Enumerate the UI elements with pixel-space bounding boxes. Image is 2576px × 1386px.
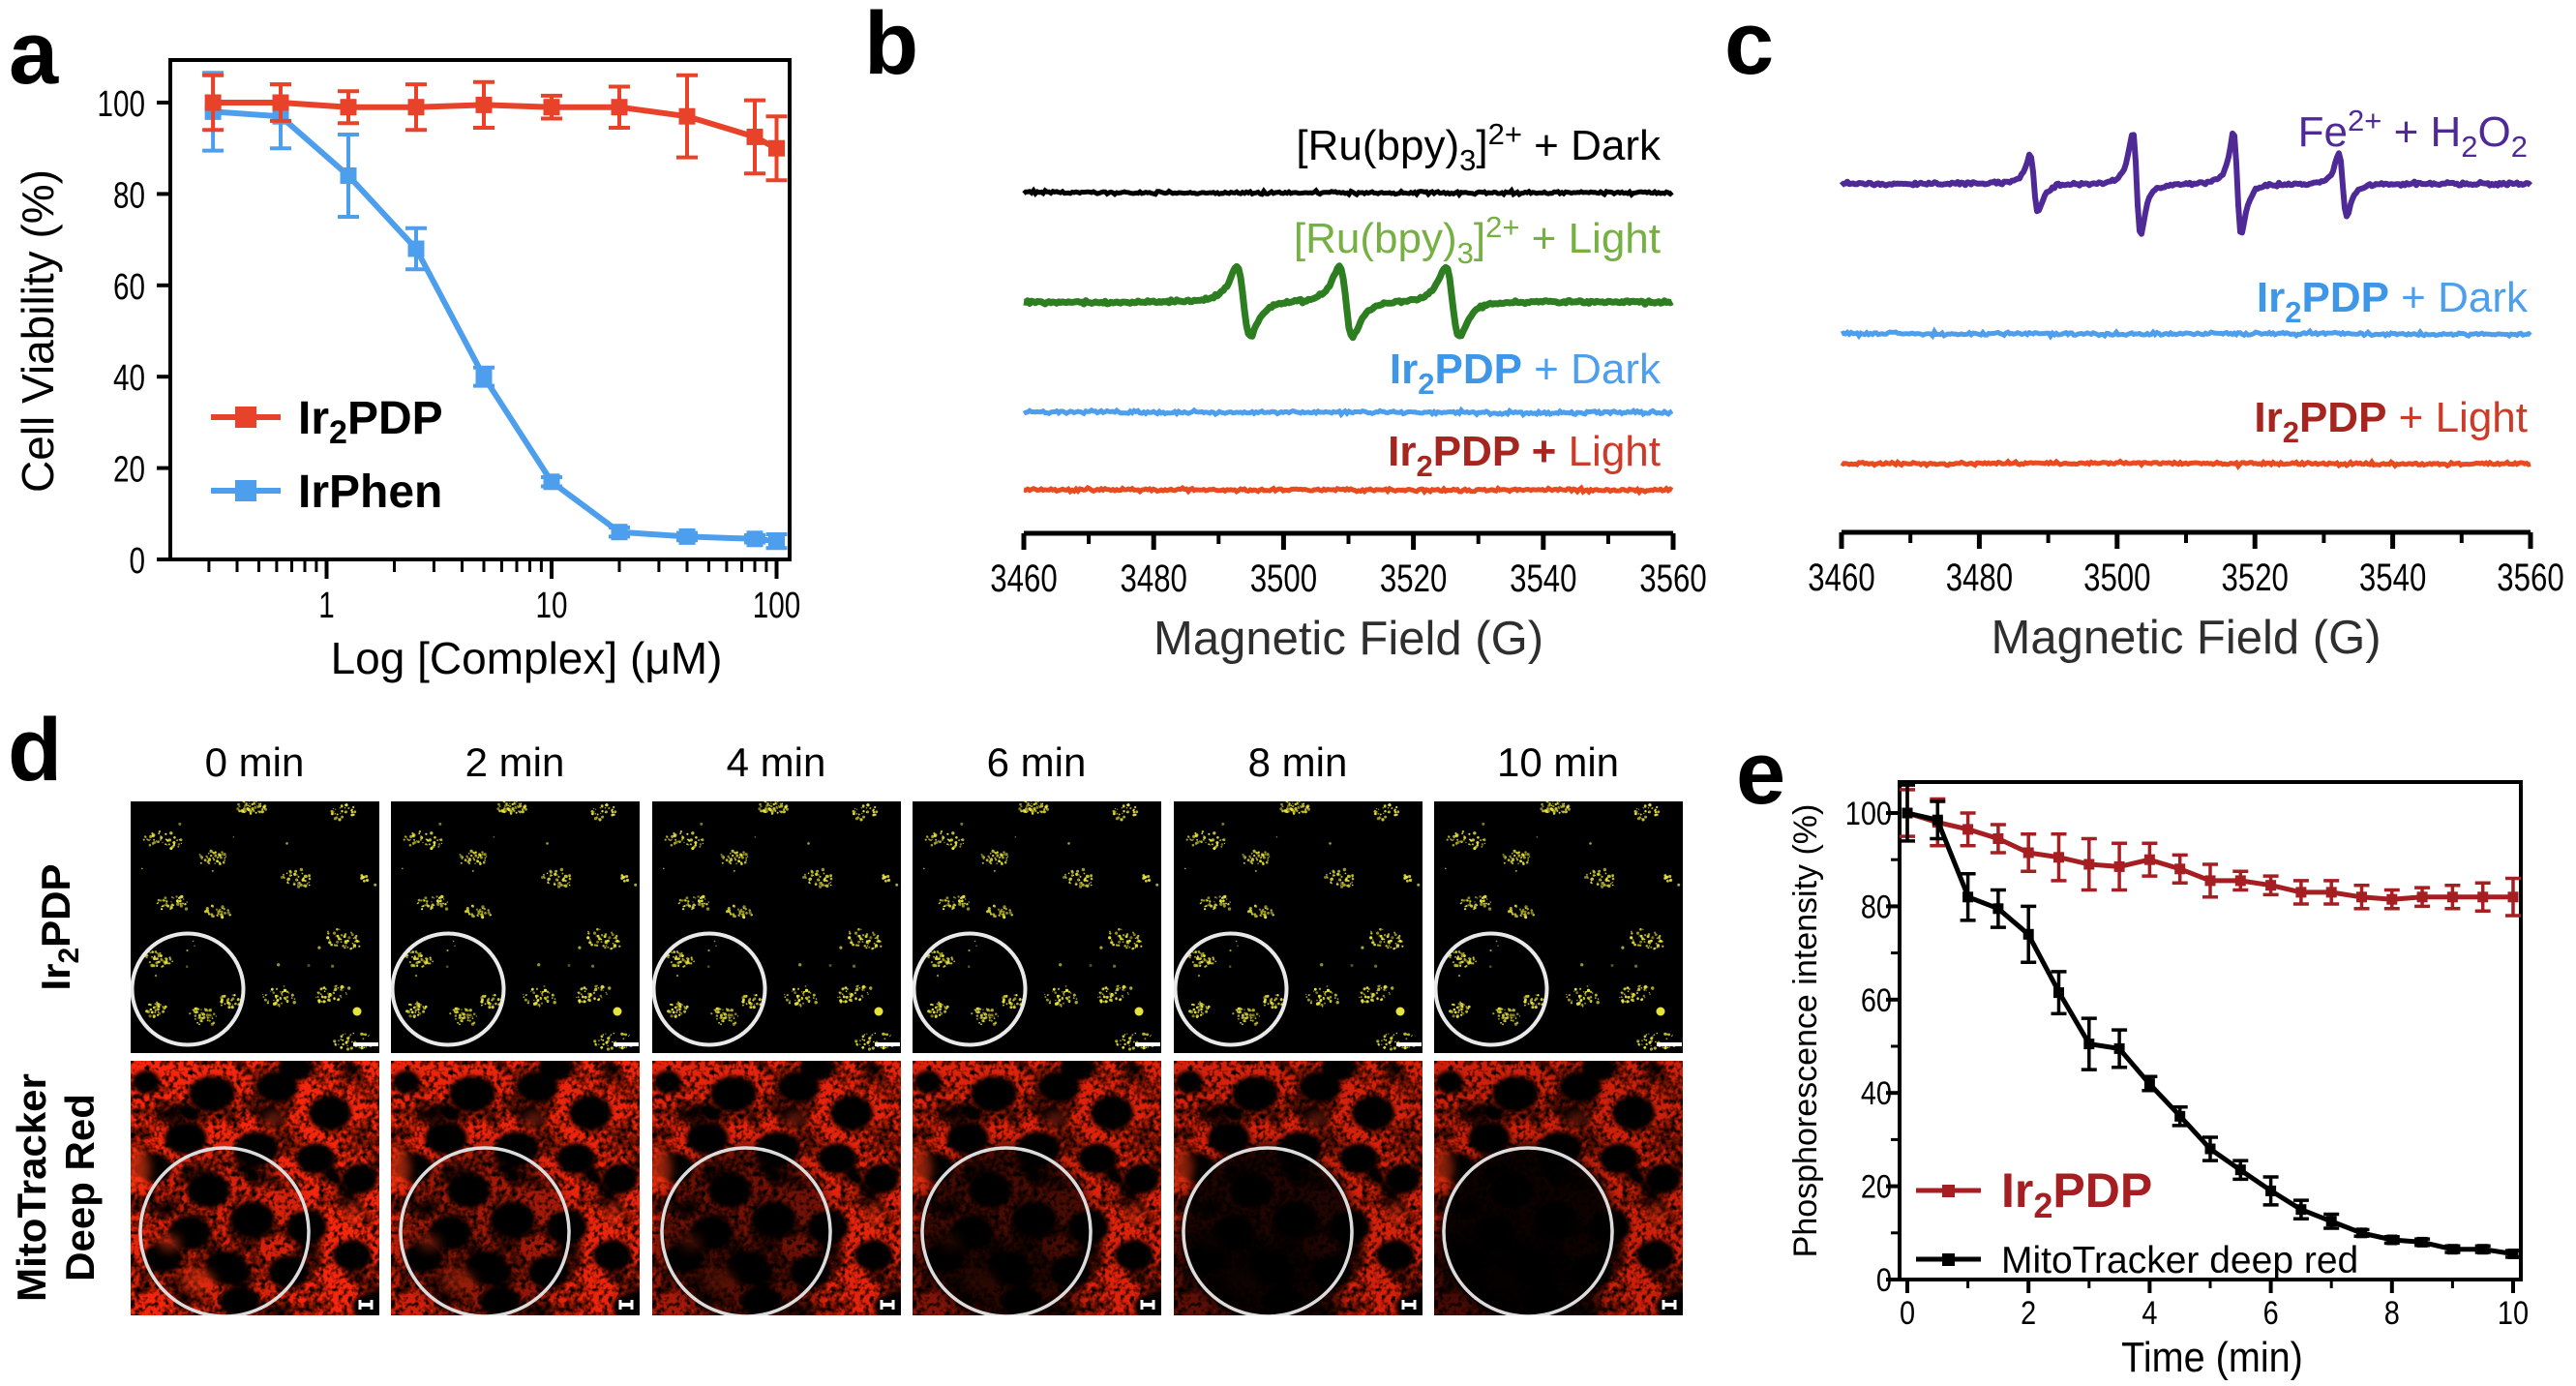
svg-text:Fe2+ + H2O2: Fe2+ + H2O2 (2298, 104, 2528, 164)
svg-text:Magnetic Field (G): Magnetic Field (G) (1153, 613, 1543, 665)
svg-text:60: 60 (1861, 981, 1892, 1019)
svg-text:20: 20 (113, 449, 145, 490)
svg-text:[Ru(bpy)3]2+ + Dark: [Ru(bpy)3]2+ + Dark (1296, 117, 1662, 177)
svg-text:Magnetic Field (G): Magnetic Field (G) (1991, 612, 2381, 664)
svg-text:3460: 3460 (990, 557, 1057, 600)
svg-text:Deep Red: Deep Red (57, 1094, 103, 1281)
svg-text:10: 10 (536, 586, 568, 626)
svg-text:3560: 3560 (1639, 557, 1706, 600)
svg-text:MitoTracker: MitoTracker (9, 1073, 54, 1302)
svg-text:3500: 3500 (2083, 556, 2150, 599)
svg-text:Phosphorescence intensity (%): Phosphorescence intensity (%) (1787, 804, 1824, 1258)
svg-text:10 min: 10 min (1497, 739, 1619, 785)
svg-text:6: 6 (2263, 1294, 2279, 1332)
svg-text:3540: 3540 (1510, 557, 1576, 600)
svg-text:20: 20 (1861, 1167, 1892, 1205)
svg-text:2 min: 2 min (465, 739, 565, 785)
svg-text:b: b (864, 0, 918, 93)
svg-text:MitoTracker deep red: MitoTracker deep red (2001, 1240, 2358, 1281)
svg-text:3480: 3480 (1946, 556, 2013, 599)
svg-text:4 min: 4 min (727, 739, 826, 785)
svg-text:[Ru(bpy)3]2+ + Light: [Ru(bpy)3]2+ + Light (1294, 210, 1661, 270)
svg-text:10: 10 (2498, 1294, 2529, 1332)
svg-text:80: 80 (113, 175, 145, 216)
svg-text:3540: 3540 (2359, 556, 2426, 599)
svg-text:Ir2PDP: Ir2PDP (298, 393, 443, 451)
svg-text:3500: 3500 (1250, 557, 1317, 600)
svg-text:40: 40 (1861, 1074, 1892, 1112)
svg-text:0: 0 (1900, 1294, 1915, 1332)
svg-text:IrPhen: IrPhen (298, 467, 442, 518)
svg-text:Ir2PDP: Ir2PDP (2001, 1163, 2152, 1225)
svg-text:100: 100 (98, 84, 145, 125)
svg-text:Ir2PDP + Light: Ir2PDP + Light (1388, 428, 1661, 483)
svg-text:2: 2 (2021, 1294, 2036, 1332)
svg-text:6 min: 6 min (987, 739, 1087, 785)
svg-text:c: c (1724, 0, 1774, 93)
svg-text:3480: 3480 (1121, 557, 1187, 600)
svg-text:a: a (9, 4, 59, 103)
svg-text:3520: 3520 (1380, 557, 1447, 600)
svg-text:Ir2PDP + Dark: Ir2PDP + Dark (2257, 274, 2529, 329)
svg-text:e: e (1736, 724, 1785, 823)
svg-text:0: 0 (1876, 1261, 1892, 1299)
svg-text:Time (min): Time (min) (2121, 1333, 2303, 1380)
svg-text:3460: 3460 (1808, 556, 1874, 599)
svg-text:100: 100 (1845, 795, 1892, 832)
svg-text:0 min: 0 min (205, 739, 305, 785)
svg-text:80: 80 (1861, 888, 1892, 925)
svg-text:1: 1 (318, 586, 334, 626)
svg-text:0: 0 (130, 541, 145, 582)
svg-text:Ir2PDP: Ir2PDP (33, 863, 85, 990)
svg-text:Cell Viability (%): Cell Viability (%) (13, 169, 63, 493)
svg-text:Log [Complex] (μM): Log [Complex] (μM) (331, 633, 723, 683)
svg-text:60: 60 (113, 266, 145, 307)
svg-text:8 min: 8 min (1248, 739, 1348, 785)
svg-text:Ir2PDP + Dark: Ir2PDP + Dark (1390, 346, 1662, 401)
svg-text:8: 8 (2384, 1294, 2400, 1332)
svg-text:Ir2PDP + Light: Ir2PDP + Light (2254, 394, 2528, 449)
svg-text:3520: 3520 (2222, 556, 2289, 599)
svg-text:40: 40 (113, 358, 145, 399)
svg-text:3560: 3560 (2497, 556, 2563, 599)
svg-text:4: 4 (2142, 1294, 2157, 1332)
svg-text:100: 100 (753, 586, 800, 626)
svg-text:d: d (8, 701, 62, 799)
